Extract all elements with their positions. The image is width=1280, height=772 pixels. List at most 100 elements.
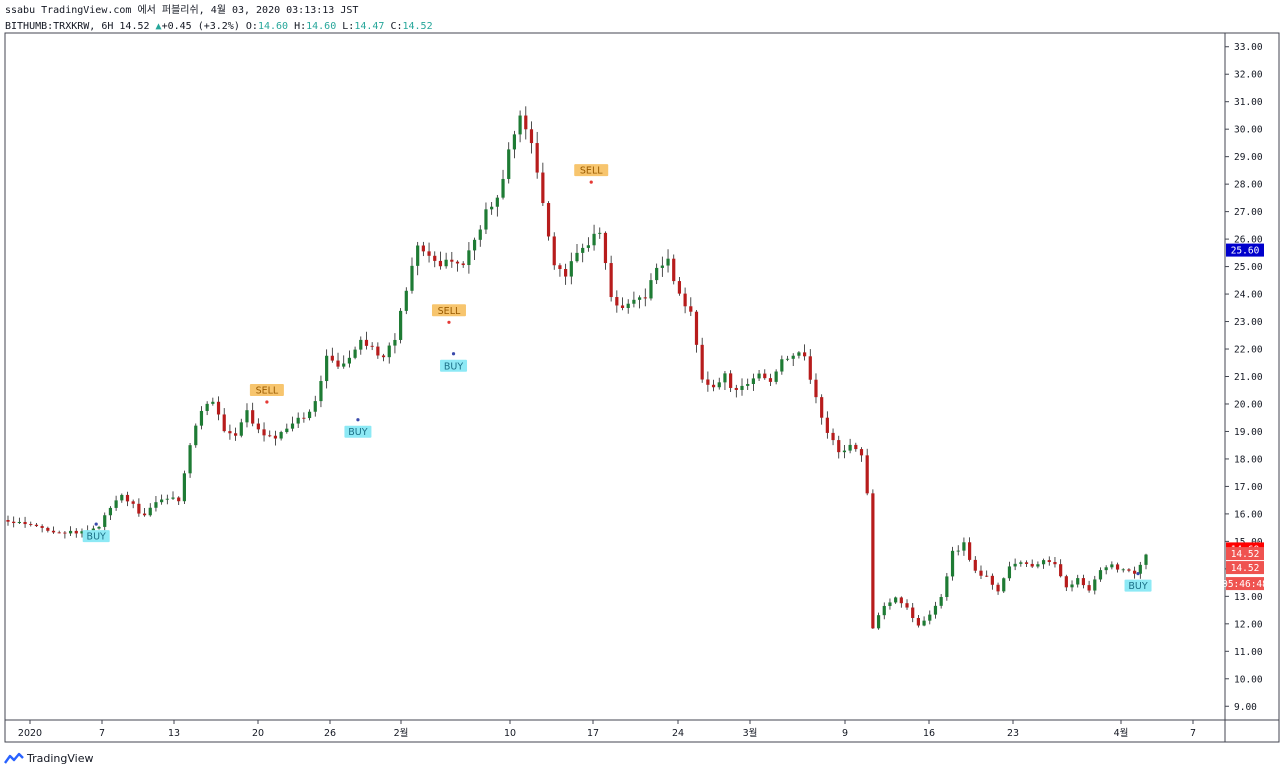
candle-body	[40, 526, 44, 528]
candle-body	[194, 425, 198, 446]
candle-body	[1030, 563, 1034, 567]
candle-body	[535, 143, 539, 173]
candle-body	[734, 387, 738, 390]
candle-body	[717, 382, 721, 388]
candle-body	[319, 381, 323, 402]
candle-body	[416, 245, 420, 266]
x-tick-label: 2020	[18, 728, 42, 739]
candle-body	[757, 373, 761, 379]
signal-label: BUY	[348, 427, 367, 438]
candle-body	[529, 129, 534, 144]
signal-dot	[589, 180, 593, 184]
candle-body	[865, 455, 869, 494]
candle-body	[939, 597, 943, 606]
candle-body	[330, 355, 334, 361]
ohlc-legend: BITHUMB:TRXKRW, 6H 14.52 ▲+0.45 (+3.2%) …	[5, 20, 433, 34]
candle-body	[34, 524, 39, 527]
candle-body	[234, 433, 238, 436]
tradingview-logo-icon	[4, 752, 24, 764]
candle-body	[985, 575, 989, 577]
y-tick-label: 15.00	[1234, 537, 1263, 548]
x-tick-label: 7	[1190, 728, 1196, 739]
candle-body	[609, 263, 613, 298]
candle-body	[689, 306, 693, 312]
candle-body	[1036, 564, 1040, 567]
candle-body	[894, 597, 898, 603]
last-price: 14.52	[119, 21, 150, 32]
candle-body	[171, 497, 175, 499]
y-tick-label: 11.00	[1234, 647, 1263, 658]
low-value: 14.47	[354, 21, 385, 32]
candle-body	[1121, 569, 1125, 571]
signal-label: BUY	[444, 361, 463, 372]
y-tick-label: 28.00	[1234, 180, 1263, 191]
candle-body	[393, 339, 397, 346]
candle-body	[188, 445, 192, 474]
candle-body	[956, 550, 960, 552]
y-tick-label: 24.00	[1234, 290, 1263, 301]
candle-body	[569, 261, 573, 277]
x-tick-label: 10	[504, 728, 516, 739]
candle-body	[222, 414, 226, 432]
price-badge	[1226, 561, 1264, 575]
candle-body	[643, 297, 647, 299]
candle-body	[1144, 554, 1148, 565]
candle-body	[467, 250, 471, 266]
candle-body	[205, 403, 209, 411]
y-tick-label: 33.00	[1234, 42, 1263, 53]
y-tick-label: 26.00	[1234, 235, 1263, 246]
candle-body	[148, 507, 152, 516]
candle-body	[125, 494, 130, 502]
candle-body	[501, 178, 505, 198]
y-tick-label: 16.00	[1234, 509, 1263, 520]
candle-body	[820, 397, 824, 418]
candle-body	[831, 432, 835, 441]
price-badge-label: 14.52	[1231, 563, 1260, 574]
candle-body	[12, 521, 16, 524]
candle-body	[290, 423, 295, 429]
x-tick-label: 4월	[1114, 727, 1129, 739]
y-tick-label: 9.00	[1234, 702, 1257, 713]
candle-body	[1081, 578, 1086, 586]
candle-body	[80, 531, 84, 534]
signal-badge	[344, 425, 372, 438]
candle-body	[216, 401, 221, 415]
candle-body	[336, 360, 340, 367]
y-tick-label: 13.00	[1234, 592, 1263, 603]
candle-body	[524, 115, 528, 130]
candle-body	[63, 532, 67, 534]
signal-label: BUY	[1128, 581, 1147, 592]
candle-body	[740, 385, 744, 390]
candle-body	[1024, 562, 1029, 564]
candle-body	[581, 247, 585, 253]
candle-body	[558, 265, 562, 269]
x-tick-label: 26	[324, 728, 336, 739]
candle-body	[444, 259, 448, 267]
signal-badge	[1124, 579, 1152, 592]
candle-body	[381, 355, 386, 358]
candle-body	[495, 197, 499, 207]
chart-frame	[4, 32, 1280, 743]
candle-body	[808, 356, 812, 380]
candle-body	[916, 617, 920, 626]
candle-body	[1070, 584, 1074, 588]
y-tick-label: 20.00	[1234, 399, 1263, 410]
tradingview-logo[interactable]: TradingView	[4, 750, 93, 766]
candle-body	[313, 401, 317, 412]
price-badge	[1226, 577, 1264, 591]
candle-body	[23, 521, 27, 525]
candle-body	[928, 614, 932, 621]
candle-body	[518, 115, 522, 135]
candle-body	[1002, 578, 1006, 592]
candle-body	[626, 303, 630, 308]
candle-body	[911, 607, 915, 618]
candle-body	[933, 605, 938, 615]
candle-body	[91, 528, 95, 531]
candle-body	[546, 203, 551, 237]
candle-body	[603, 232, 608, 264]
candle-body	[968, 542, 972, 560]
candle-body	[768, 378, 773, 382]
candle-body	[660, 265, 664, 268]
candle-body	[46, 527, 50, 531]
